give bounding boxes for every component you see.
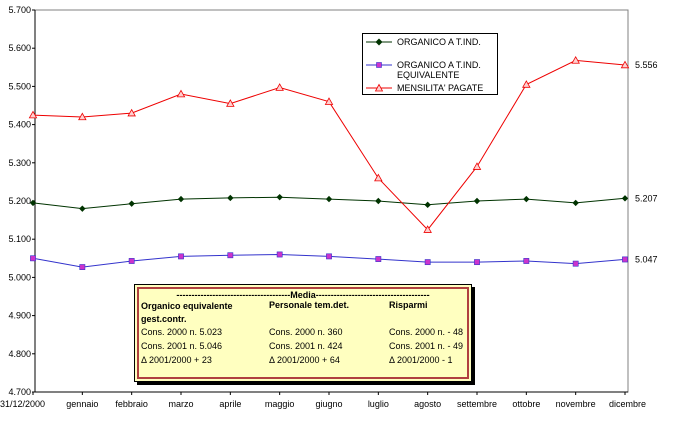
- media-col2-row: Δ 2001/2000 + 64: [269, 355, 340, 365]
- y-tick-label: 4.900: [8, 311, 31, 321]
- data-point: [572, 199, 579, 207]
- data-point: [522, 80, 531, 88]
- x-tick-label: novembre: [556, 399, 596, 409]
- end-value-label: 5.556: [635, 60, 658, 70]
- chart-end-labels: 5.207 5.047 5.556: [635, 60, 658, 264]
- x-tick-label: agosto: [414, 399, 441, 409]
- chart-legend: ORGANICO A T.IND. ORGANICO A T.IND. EQUI…: [362, 33, 498, 95]
- data-point: [79, 205, 86, 212]
- y-tick-label: 4.700: [8, 387, 31, 397]
- chart-series: [28, 56, 630, 270]
- x-tick-label: dicembre: [609, 399, 646, 409]
- legend-swatch-square: [366, 62, 392, 68]
- series-0: [29, 193, 629, 212]
- data-point: [276, 193, 283, 201]
- x-tick-label: ottobre: [512, 399, 540, 409]
- data-point: [423, 225, 432, 233]
- data-point: [424, 259, 431, 266]
- data-point: [474, 259, 480, 266]
- data-point: [523, 258, 530, 264]
- media-col1-row: Cons. 2000 n. 5.023: [141, 327, 223, 337]
- media-col3-row: Cons. 2001 n. - 49: [389, 341, 464, 351]
- x-tick-label: gennaio: [66, 399, 98, 409]
- media-title: --------------------------------------Me…: [176, 290, 430, 300]
- x-tick-label: settembre: [457, 399, 497, 409]
- data-point: [227, 194, 234, 202]
- y-tick-label: 5.500: [8, 81, 31, 91]
- series-1: [30, 251, 628, 270]
- data-point: [473, 197, 481, 205]
- legend-label: MENSILITA' PAGATE: [397, 83, 484, 93]
- media-col2-row: Cons. 2000 n. 360: [269, 327, 343, 337]
- data-point: [523, 195, 530, 203]
- chart-ticks: 4.700 4.800 4.900 5.000 5.100 5.200 5.300 5.400…: [0, 5, 646, 409]
- y-tick-label: 4.800: [8, 349, 31, 359]
- series-2: [28, 56, 630, 233]
- x-tick-label: maggio: [265, 399, 295, 409]
- data-point: [78, 112, 87, 121]
- data-point: [128, 258, 135, 264]
- media-col3-row: Cons. 2000 n. - 48: [389, 327, 464, 337]
- data-point: [374, 173, 383, 182]
- media-border: --------------------------------------Me…: [137, 287, 469, 379]
- data-point: [79, 264, 86, 270]
- data-point: [28, 110, 38, 119]
- data-point: [227, 252, 234, 259]
- media-col1-header: Organico equivalente gest.contr.: [141, 301, 233, 324]
- legend-swatch-triangle: [366, 83, 392, 92]
- data-point: [375, 197, 382, 205]
- end-value-label: 5.207: [635, 193, 658, 203]
- data-point: [30, 255, 36, 262]
- media-col1-row: Δ 2001/2000 + 23: [141, 355, 212, 365]
- data-point: [375, 256, 382, 262]
- legend-label: ORGANICO A T.IND. EQUIVALENTE: [397, 60, 481, 80]
- y-tick-label: 5.200: [8, 196, 31, 206]
- x-tick-label: febbraio: [115, 399, 148, 409]
- y-tick-label: 5.600: [8, 43, 31, 53]
- data-point: [177, 195, 185, 203]
- x-tick-label: 31/12/2000: [0, 399, 45, 409]
- data-point: [424, 201, 431, 209]
- data-point: [226, 99, 235, 107]
- data-point: [127, 108, 136, 117]
- data-point: [325, 195, 333, 203]
- data-point: [275, 83, 284, 91]
- media-col1-row: Cons. 2001 n. 5.046: [141, 341, 223, 351]
- x-tick-label: luglio: [368, 399, 389, 409]
- data-point: [472, 162, 482, 170]
- data-point: [326, 253, 332, 260]
- legend-swatch-diamond: [366, 38, 392, 46]
- y-tick-label: 5.300: [8, 158, 31, 168]
- media-col3-header: Risparmi: [389, 300, 428, 310]
- media-summary-box: --------------------------------------Me…: [134, 284, 472, 382]
- legend-label: ORGANICO A T.IND.: [397, 37, 481, 47]
- data-point: [29, 199, 37, 207]
- media-col3-row: Δ 2001/2000 - 1: [389, 355, 453, 365]
- data-point: [276, 251, 283, 258]
- data-point: [176, 89, 186, 98]
- data-point: [572, 260, 579, 267]
- x-tick-label: aprile: [219, 399, 241, 409]
- end-value-label: 5.047: [635, 254, 658, 264]
- y-tick-label: 5.400: [8, 120, 31, 130]
- media-col2-header: Personale tem.det.: [269, 300, 350, 310]
- data-point: [324, 97, 334, 105]
- x-tick-label: marzo: [168, 399, 193, 409]
- data-point: [571, 56, 580, 64]
- y-tick-label: 5.000: [8, 272, 31, 282]
- data-point: [128, 200, 135, 207]
- data-point: [621, 195, 629, 202]
- data-point: [620, 60, 630, 69]
- data-point: [178, 253, 184, 260]
- media-col2-row: Cons. 2001 n. 424: [269, 341, 343, 351]
- y-tick-label: 5.700: [8, 5, 31, 15]
- x-tick-label: giugno: [315, 399, 342, 409]
- data-point: [622, 256, 628, 263]
- y-tick-label: 5.100: [8, 234, 31, 244]
